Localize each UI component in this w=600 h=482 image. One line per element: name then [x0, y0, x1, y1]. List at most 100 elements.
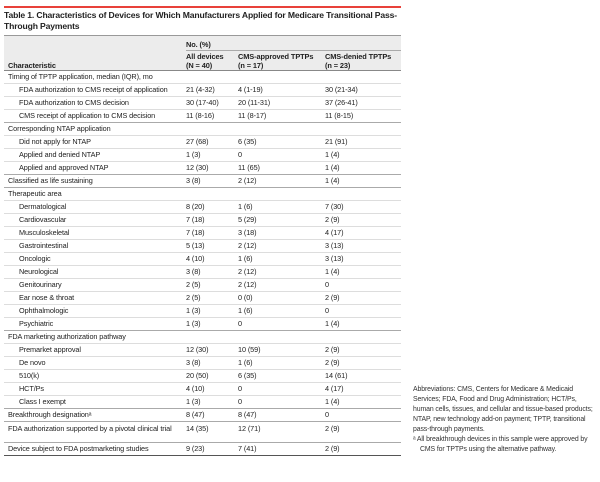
- row-label: Class I exempt: [19, 397, 66, 406]
- approved-cell: 10 (59): [238, 345, 261, 354]
- denied-cell: 0: [325, 280, 329, 289]
- approved-cell: 0 (0): [238, 293, 253, 302]
- table-row: Applied and denied NTAP 1 (3) 0 1 (4): [4, 149, 401, 162]
- approved-cell: 6 (35): [238, 371, 257, 380]
- all-devices-cell: 9 (23): [186, 444, 205, 453]
- table-row: FDA authorization to CMS decision 30 (17-…: [4, 97, 401, 110]
- row-label: FDA authorization to CMS receipt of appl…: [19, 85, 168, 94]
- denied-cell: 0: [325, 306, 329, 315]
- table-row: FDA authorization supported by a pivotal…: [4, 422, 401, 443]
- all-devices-cell: 4 (10): [186, 384, 205, 393]
- approved-cell: 11 (8-17): [238, 111, 267, 120]
- approved-cell: 1 (6): [238, 306, 253, 315]
- denied-cell: 1 (4): [325, 176, 340, 185]
- denied-cell: 2 (9): [325, 424, 340, 433]
- row-label: Gastrointestinal: [19, 241, 69, 250]
- abbreviations-note: Abbreviations: CMS, Centers for Medicare…: [413, 386, 593, 433]
- table-row: Neurological 3 (8) 2 (12) 1 (4): [4, 266, 401, 279]
- denied-cell: 2 (9): [325, 293, 340, 302]
- row-label: HCT/Ps: [19, 384, 44, 393]
- row-label: Dermatological: [19, 202, 67, 211]
- row-label: Device subject to FDA postmarketing stud…: [8, 444, 149, 453]
- all-devices-cell: 21 (4-32): [186, 85, 215, 94]
- approved-n: (n = 17): [238, 61, 264, 70]
- approved-cell: 8 (47): [238, 410, 257, 419]
- all-devices-cell: 1 (3): [186, 319, 201, 328]
- approved-cell: 7 (41): [238, 444, 257, 453]
- table-row: Oncologic 4 (10) 1 (6) 3 (13): [4, 253, 401, 266]
- table-row: HCT/Ps 4 (10) 0 4 (17): [4, 383, 401, 396]
- row-label: Ophthalmologic: [19, 306, 69, 315]
- approved-cell: 1 (6): [238, 254, 253, 263]
- denied-cell: 4 (17): [325, 384, 344, 393]
- row-label: Neurological: [19, 267, 59, 276]
- all-devices-cell: 3 (8): [186, 267, 201, 276]
- denied-cell: 1 (4): [325, 267, 340, 276]
- table-row: Musculoskeletal 7 (18) 3 (18) 4 (17): [4, 227, 401, 240]
- all-devices-cell: 7 (18): [186, 228, 205, 237]
- table-header: No. (%) Characteristic All devices (N = …: [4, 35, 401, 71]
- all-devices-cell: 1 (3): [186, 306, 201, 315]
- table-row: Did not apply for NTAP 27 (68) 6 (35) 21 (9…: [4, 136, 401, 149]
- approved-cell: 3 (18): [238, 228, 257, 237]
- denied-n: (n = 23): [325, 61, 351, 70]
- denied-cell: 2 (9): [325, 215, 340, 224]
- denied-cell: 3 (13): [325, 254, 344, 263]
- denied-cell: 2 (9): [325, 444, 340, 453]
- all-devices-cell: 4 (10): [186, 254, 205, 263]
- row-label: Cardiovascular: [19, 215, 67, 224]
- table-row: Breakthrough designationᵃ 8 (47) 8 (47) 0: [4, 409, 401, 422]
- denied-cell: 1 (4): [325, 319, 340, 328]
- all-devices-cell: 12 (30): [186, 345, 209, 354]
- approved-cell: 0: [238, 319, 242, 328]
- table-row: Dermatological 8 (20) 1 (6) 7 (30): [4, 201, 401, 214]
- footnote-a: ᵃ All breakthrough devices in this sampl…: [413, 436, 588, 453]
- all-devices-cell: 3 (8): [186, 358, 201, 367]
- denied-cell: 3 (13): [325, 241, 344, 250]
- all-devices-cell: 7 (18): [186, 215, 205, 224]
- approved-header: CMS-approved TPTPs: [238, 52, 314, 61]
- all-devices-cell: 3 (8): [186, 176, 201, 185]
- approved-cell: 0: [238, 150, 242, 159]
- approved-cell: 11 (65): [238, 163, 260, 172]
- row-label: 510(k): [19, 371, 40, 380]
- characteristics-table: No. (%) Characteristic All devices (N = …: [4, 35, 401, 456]
- all-devices-cell: 8 (20): [186, 202, 205, 211]
- approved-cell: 2 (12): [238, 241, 257, 250]
- row-label: Applied and denied NTAP: [19, 150, 101, 159]
- denied-cell: 1 (4): [325, 163, 340, 172]
- table-row: Applied and approved NTAP 12 (30) 11 (65) 1…: [4, 162, 401, 175]
- row-label: Premarket approval: [19, 345, 81, 354]
- denied-cell: 1 (4): [325, 150, 340, 159]
- table-row: Cardiovascular 7 (18) 5 (29) 2 (9): [4, 214, 401, 227]
- denied-cell: 11 (8-15): [325, 111, 354, 120]
- row-label: De novo: [19, 358, 46, 367]
- all-devices-cell: 2 (5): [186, 280, 201, 289]
- row-label: Applied and approved NTAP: [19, 163, 109, 172]
- approved-cell: 1 (6): [238, 358, 253, 367]
- row-label: FDA marketing authorization pathway: [8, 332, 126, 341]
- table-row: Classified as life sustaining 3 (8) 2 (12)…: [4, 175, 401, 188]
- table-row: Premarket approval 12 (30) 10 (59) 2 (9): [4, 344, 401, 357]
- approved-cell: 12 (71): [238, 424, 261, 433]
- denied-cell: 0: [325, 410, 329, 419]
- all-devices-cell: 8 (47): [186, 410, 205, 419]
- table-row: Ear nose & throat 2 (5) 0 (0) 2 (9): [4, 292, 401, 305]
- all-devices-cell: 27 (68): [186, 137, 209, 146]
- row-label: FDA authorization supported by a pivotal…: [8, 424, 172, 433]
- row-label: Corresponding NTAP application: [8, 124, 111, 133]
- table-row: Gastrointestinal 5 (13) 2 (12) 3 (13): [4, 240, 401, 253]
- row-label: Therapeutic area: [8, 189, 62, 198]
- all-devices-cell: 12 (30): [186, 163, 209, 172]
- row-label: Did not apply for NTAP: [19, 137, 91, 146]
- row-label: Classified as life sustaining: [8, 176, 93, 185]
- denied-cell: 4 (17): [325, 228, 344, 237]
- approved-cell: 1 (6): [238, 202, 253, 211]
- row-label: Psychiatric: [19, 319, 54, 328]
- group-header-row: Therapeutic area: [4, 188, 401, 201]
- row-label: CMS receipt of application to CMS decisi…: [19, 111, 156, 120]
- all-devices-n: (N = 40): [186, 61, 213, 70]
- all-devices-cell: 1 (3): [186, 150, 201, 159]
- table-row: Psychiatric 1 (3) 0 1 (4): [4, 318, 401, 331]
- table-row: Genitourinary 2 (5) 2 (12) 0: [4, 279, 401, 292]
